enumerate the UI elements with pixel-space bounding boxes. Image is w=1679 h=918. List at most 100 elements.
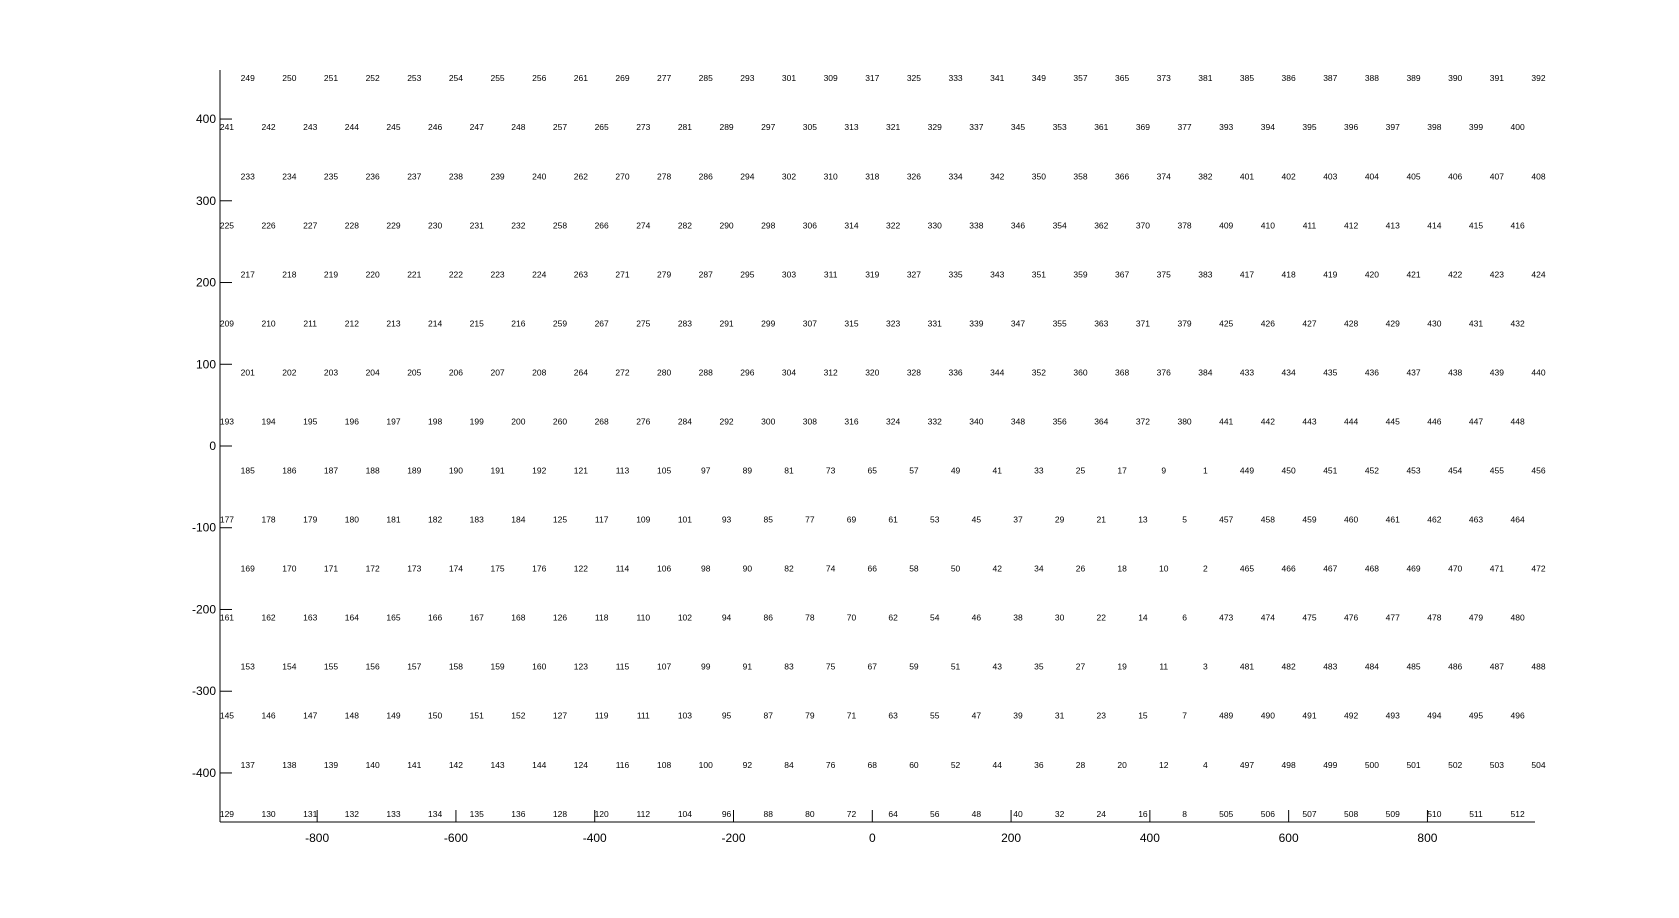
point-label: 330: [928, 220, 942, 230]
y-tick-label: -200: [192, 602, 216, 616]
point-label: 283: [678, 318, 692, 328]
point-label: 396: [1344, 122, 1358, 132]
point-label: 183: [470, 515, 484, 525]
point-label: 453: [1406, 466, 1420, 476]
point-label: 479: [1469, 613, 1483, 623]
point-label: 408: [1531, 171, 1545, 181]
point-label: 315: [844, 318, 858, 328]
point-label: 73: [826, 466, 836, 476]
point-label: 423: [1490, 269, 1504, 279]
point-label: 89: [743, 466, 753, 476]
point-label: 180: [345, 515, 359, 525]
point-label: 54: [930, 613, 940, 623]
point-label: 294: [740, 171, 754, 181]
point-label: 299: [761, 318, 775, 328]
point-label: 154: [282, 662, 296, 672]
point-label: 40: [1013, 809, 1023, 819]
point-label: 199: [470, 416, 484, 426]
point-label: 322: [886, 220, 900, 230]
point-label: 165: [386, 613, 400, 623]
point-label: 60: [909, 760, 919, 770]
point-label: 400: [1511, 122, 1525, 132]
point-label: 430: [1427, 318, 1441, 328]
point-label: 148: [345, 711, 359, 721]
point-label: 130: [261, 809, 275, 819]
point-label: 84: [784, 760, 794, 770]
point-label: 333: [948, 73, 962, 83]
point-label: 405: [1406, 171, 1420, 181]
point-label: 118: [595, 613, 609, 623]
point-label: 381: [1198, 73, 1212, 83]
x-tick-label: 200: [1001, 831, 1021, 845]
point-label: 306: [803, 220, 817, 230]
point-label: 103: [678, 711, 692, 721]
point-label: 124: [574, 760, 588, 770]
point-label: 205: [407, 367, 421, 377]
point-label: 184: [511, 515, 525, 525]
point-label: 101: [678, 515, 692, 525]
point-label: 323: [886, 318, 900, 328]
point-label: 478: [1427, 613, 1441, 623]
point-label: 8: [1182, 809, 1187, 819]
x-tick-label: -200: [721, 831, 745, 845]
point-label: 121: [574, 466, 588, 476]
point-label: 446: [1427, 416, 1441, 426]
point-label: 418: [1282, 269, 1296, 279]
point-label: 151: [470, 711, 484, 721]
point-label: 220: [366, 269, 380, 279]
point-label: 402: [1282, 171, 1296, 181]
point-label: 274: [636, 220, 650, 230]
point-label: 14: [1138, 613, 1148, 623]
point-label: 482: [1282, 662, 1296, 672]
point-label: 438: [1448, 367, 1462, 377]
point-label: 251: [324, 73, 338, 83]
point-label: 469: [1406, 564, 1420, 574]
point-label: 422: [1448, 269, 1462, 279]
point-label: 298: [761, 220, 775, 230]
point-label: 29: [1055, 515, 1065, 525]
point-label: 496: [1511, 711, 1525, 721]
point-label: 63: [888, 711, 898, 721]
point-label: 498: [1282, 760, 1296, 770]
point-label: 487: [1490, 662, 1504, 672]
point-label: 500: [1365, 760, 1379, 770]
point-label: 506: [1261, 809, 1275, 819]
point-label: 158: [449, 662, 463, 672]
point-label: 28: [1076, 760, 1086, 770]
point-label: 117: [595, 515, 609, 525]
point-label: 77: [805, 515, 815, 525]
x-tick-label: 600: [1279, 831, 1299, 845]
point-label: 53: [930, 515, 940, 525]
x-tick-label: -600: [444, 831, 468, 845]
point-label: 71: [847, 711, 857, 721]
point-label: 368: [1115, 367, 1129, 377]
point-label: 142: [449, 760, 463, 770]
point-label: 355: [1053, 318, 1067, 328]
point-label: 511: [1469, 809, 1483, 819]
point-label: 382: [1198, 171, 1212, 181]
point-label: 369: [1136, 122, 1150, 132]
point-label: 119: [595, 711, 609, 721]
point-label: 34: [1034, 564, 1044, 574]
point-label: 508: [1344, 809, 1358, 819]
point-label: 92: [743, 760, 753, 770]
point-label: 386: [1282, 73, 1296, 83]
point-label: 443: [1302, 416, 1316, 426]
y-tick-label: -300: [192, 684, 216, 698]
point-label: 221: [407, 269, 421, 279]
point-label: 166: [428, 613, 442, 623]
point-label: 412: [1344, 220, 1358, 230]
point-label: 212: [345, 318, 359, 328]
point-label: 150: [428, 711, 442, 721]
point-label: 66: [868, 564, 878, 574]
x-tick-label: 0: [869, 831, 876, 845]
point-label: 348: [1011, 416, 1025, 426]
point-label: 388: [1365, 73, 1379, 83]
point-label: 354: [1053, 220, 1067, 230]
point-label: 204: [366, 367, 380, 377]
point-label: 112: [637, 809, 651, 819]
point-label: 509: [1386, 809, 1400, 819]
point-label: 393: [1219, 122, 1233, 132]
point-label: 350: [1032, 171, 1046, 181]
point-label: 416: [1511, 220, 1525, 230]
